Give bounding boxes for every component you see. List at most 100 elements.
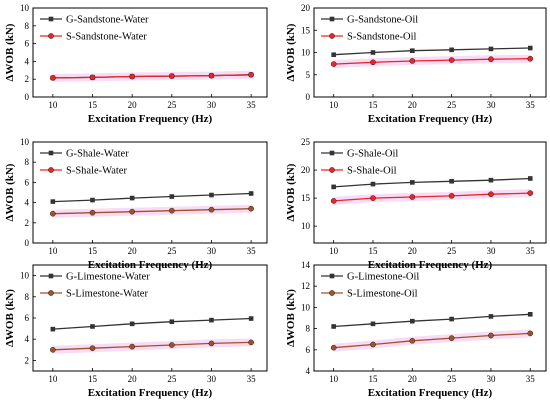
data-point bbox=[208, 340, 215, 347]
data-point bbox=[331, 184, 336, 190]
y-tick-label: 4 bbox=[306, 366, 311, 376]
x-tick-label: 20 bbox=[408, 100, 418, 110]
legend-label: G-Shale-Oil bbox=[347, 149, 398, 160]
data-point bbox=[129, 343, 135, 350]
x-tick-label: 10 bbox=[48, 374, 58, 384]
legend-label: S-Shale-Oil bbox=[347, 166, 397, 177]
y-tick-label: 6 bbox=[306, 345, 311, 355]
data-point bbox=[89, 345, 96, 352]
data-point bbox=[169, 342, 175, 348]
y-tick-label: 0 bbox=[306, 92, 311, 102]
data-point bbox=[129, 321, 135, 327]
series-line bbox=[52, 74, 252, 79]
x-tick-label: 15 bbox=[368, 246, 378, 256]
legend-label: S-Sandstone-Oil bbox=[347, 32, 416, 43]
x-axis-title: Excitation Frequency (Hz) bbox=[88, 113, 213, 125]
x-tick-label: 10 bbox=[329, 100, 339, 110]
x-tick-label: 15 bbox=[88, 374, 98, 384]
y-tick-label: 4 bbox=[25, 198, 30, 208]
x-tick-label: 35 bbox=[247, 100, 257, 110]
data-point bbox=[169, 319, 175, 325]
data-point bbox=[331, 52, 336, 58]
y-axis-title: ΔWOB (kN) bbox=[4, 289, 16, 347]
x-tick-label: 25 bbox=[447, 246, 457, 256]
x-tick-label: 25 bbox=[167, 100, 177, 110]
y-tick-label: 6 bbox=[25, 39, 30, 49]
data-point bbox=[330, 61, 337, 67]
data-point bbox=[409, 58, 416, 64]
data-point bbox=[527, 330, 534, 337]
data-point bbox=[449, 178, 454, 184]
y-tick-label: 10 bbox=[20, 137, 30, 147]
y-tick-label: 4 bbox=[25, 56, 30, 66]
y-tick-label: 20 bbox=[301, 165, 311, 175]
series-line bbox=[333, 177, 531, 188]
data-point bbox=[527, 190, 534, 196]
data-point bbox=[449, 47, 454, 53]
data-point bbox=[129, 208, 135, 215]
x-tick-label: 20 bbox=[128, 374, 138, 384]
y-tick-label: 5 bbox=[306, 70, 311, 80]
x-tick-label: 35 bbox=[526, 246, 536, 256]
data-point bbox=[90, 197, 95, 203]
data-point bbox=[129, 73, 135, 80]
y-axis-title: ΔWOB (kN) bbox=[4, 23, 16, 81]
y-axis-title: ΔWOB (kN) bbox=[285, 23, 297, 81]
data-point bbox=[370, 195, 376, 201]
series-line bbox=[333, 192, 531, 202]
legend-label: G-Limestone-Oil bbox=[347, 272, 419, 283]
data-point bbox=[410, 48, 415, 54]
data-point bbox=[488, 314, 494, 319]
data-point bbox=[527, 45, 533, 51]
data-point bbox=[208, 206, 215, 213]
legend-marker bbox=[48, 273, 54, 279]
data-point bbox=[370, 341, 376, 348]
series-line bbox=[52, 341, 252, 351]
chart-panel: 10 15 20 25 30 35 2 4 6 8 10 Excitation Frequency (… bbox=[4, 264, 268, 399]
x-tick-label: 15 bbox=[368, 100, 378, 110]
legend-marker bbox=[48, 167, 54, 173]
x-tick-label: 35 bbox=[526, 374, 536, 384]
data-point bbox=[248, 339, 254, 346]
chart-panel: 10 15 20 25 30 35 4 6 8 10 12 14 Excitation Frequenc… bbox=[285, 260, 547, 399]
data-point bbox=[370, 181, 376, 187]
legend-marker bbox=[329, 290, 335, 296]
data-point bbox=[410, 180, 415, 185]
data-point bbox=[50, 346, 56, 353]
legend-marker bbox=[329, 16, 335, 22]
data-point bbox=[90, 324, 95, 329]
x-tick-label: 30 bbox=[486, 246, 496, 256]
x-tick-label: 10 bbox=[329, 374, 339, 384]
y-tick-label: 0 bbox=[25, 92, 30, 102]
y-tick-label: 2 bbox=[25, 218, 30, 228]
data-point bbox=[169, 207, 175, 214]
data-point bbox=[527, 311, 533, 317]
x-axis-title: Excitation Frequency (Hz) bbox=[88, 387, 213, 399]
x-tick-label: 10 bbox=[48, 246, 58, 256]
plot-frame bbox=[32, 7, 268, 98]
data-point bbox=[488, 56, 494, 62]
legend-label: G-Sandstone-Oil bbox=[347, 15, 418, 26]
plot-frame bbox=[32, 141, 268, 244]
y-axis-title: ΔWOB (kN) bbox=[285, 163, 297, 221]
y-tick-label: 2 bbox=[25, 74, 30, 84]
y-tick-label: 10 bbox=[20, 3, 30, 13]
series-line bbox=[333, 58, 531, 65]
y-tick-label: 14 bbox=[301, 260, 311, 270]
series-line bbox=[52, 317, 252, 330]
y-tick-label: 15 bbox=[301, 25, 311, 35]
x-tick-label: 30 bbox=[486, 100, 496, 110]
x-tick-label: 30 bbox=[207, 246, 217, 256]
data-point bbox=[330, 344, 337, 351]
y-tick-label: 6 bbox=[25, 177, 30, 187]
data-point bbox=[50, 75, 56, 81]
legend-marker bbox=[48, 290, 54, 296]
data-point bbox=[410, 318, 415, 324]
chart-panel: 10 15 20 25 30 35 0 5 10 15 20 Excitation Frequency… bbox=[285, 3, 547, 125]
legend-marker bbox=[329, 167, 335, 173]
series-line bbox=[333, 313, 531, 328]
y-tick-label: 8 bbox=[25, 21, 30, 31]
